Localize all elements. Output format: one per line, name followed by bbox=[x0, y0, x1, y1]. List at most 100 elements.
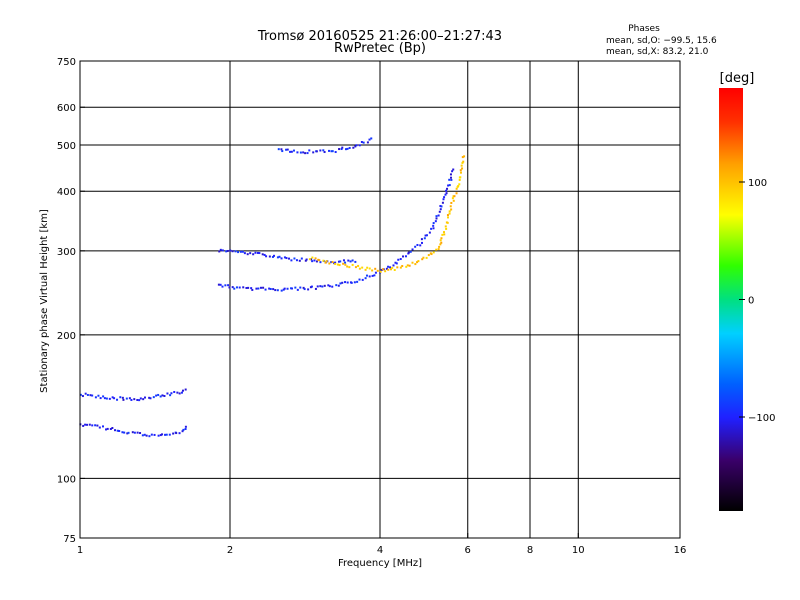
data-point bbox=[319, 149, 322, 152]
data-point bbox=[235, 286, 238, 289]
data-point bbox=[449, 205, 452, 208]
data-point bbox=[231, 250, 234, 253]
data-point bbox=[175, 432, 178, 435]
data-point bbox=[364, 277, 367, 280]
data-point bbox=[358, 278, 361, 281]
data-point bbox=[139, 397, 142, 400]
data-point bbox=[227, 284, 230, 287]
data-point bbox=[121, 431, 124, 434]
data-point bbox=[224, 284, 227, 287]
data-point bbox=[397, 258, 400, 261]
data-point bbox=[321, 285, 324, 288]
data-point bbox=[280, 257, 283, 260]
data-point bbox=[458, 183, 461, 186]
data-point bbox=[344, 261, 347, 264]
data-point bbox=[443, 196, 446, 199]
data-point bbox=[136, 431, 139, 434]
x-tick-label: 10 bbox=[572, 545, 585, 556]
data-point bbox=[393, 268, 396, 271]
data-point bbox=[396, 266, 399, 269]
data-point bbox=[118, 430, 121, 433]
data-point bbox=[105, 428, 108, 431]
data-point bbox=[357, 264, 360, 267]
data-point bbox=[184, 428, 187, 431]
data-point bbox=[79, 393, 82, 396]
data-point bbox=[176, 391, 179, 394]
data-point bbox=[371, 274, 374, 277]
data-point bbox=[282, 288, 285, 291]
data-point bbox=[349, 260, 352, 263]
data-point bbox=[130, 398, 133, 401]
data-point bbox=[350, 281, 353, 284]
data-point bbox=[94, 424, 97, 427]
data-point bbox=[247, 286, 250, 289]
data-point bbox=[424, 234, 427, 237]
data-point bbox=[99, 397, 102, 400]
data-point bbox=[417, 260, 420, 263]
data-point bbox=[341, 281, 344, 284]
data-point bbox=[225, 250, 228, 253]
data-point bbox=[273, 254, 276, 257]
data-point bbox=[300, 257, 303, 260]
data-point bbox=[458, 178, 461, 181]
data-point bbox=[311, 256, 314, 259]
data-point bbox=[239, 250, 242, 253]
data-point bbox=[86, 393, 89, 396]
data-point bbox=[308, 149, 311, 152]
data-point bbox=[430, 253, 433, 256]
data-point bbox=[458, 176, 461, 179]
data-point bbox=[325, 260, 328, 263]
data-point bbox=[427, 254, 430, 257]
data-point bbox=[113, 397, 116, 400]
data-point bbox=[406, 264, 409, 267]
y-tick-label: 100 bbox=[57, 474, 76, 485]
data-point bbox=[338, 264, 341, 267]
data-point bbox=[450, 176, 453, 179]
data-point bbox=[81, 395, 84, 398]
data-point bbox=[423, 237, 426, 240]
data-point bbox=[331, 285, 334, 288]
data-point bbox=[228, 286, 231, 289]
data-point bbox=[448, 178, 451, 181]
data-point bbox=[334, 261, 337, 264]
data-point bbox=[354, 266, 357, 269]
data-point bbox=[327, 284, 330, 287]
data-point bbox=[133, 431, 136, 434]
data-point bbox=[416, 261, 419, 264]
data-point bbox=[122, 398, 125, 401]
data-point bbox=[263, 253, 266, 256]
data-point bbox=[435, 248, 438, 251]
data-point bbox=[366, 266, 369, 269]
data-point bbox=[242, 286, 245, 289]
data-point bbox=[445, 189, 448, 192]
data-point bbox=[455, 187, 458, 190]
data-point bbox=[368, 138, 371, 141]
data-point bbox=[461, 167, 464, 170]
data-point bbox=[303, 288, 306, 291]
data-point bbox=[404, 255, 407, 258]
data-point bbox=[252, 253, 255, 256]
data-point bbox=[89, 394, 92, 397]
data-point bbox=[389, 266, 392, 269]
data-point bbox=[381, 268, 384, 271]
data-point bbox=[290, 259, 293, 262]
data-point bbox=[340, 148, 343, 151]
data-point bbox=[414, 245, 417, 248]
data-point bbox=[306, 152, 309, 155]
data-point bbox=[358, 267, 361, 270]
data-point bbox=[461, 161, 464, 164]
data-point bbox=[163, 394, 166, 397]
data-point bbox=[278, 255, 281, 258]
data-point bbox=[339, 282, 342, 285]
data-point bbox=[395, 262, 398, 265]
data-point bbox=[229, 249, 232, 252]
data-point bbox=[299, 151, 302, 154]
data-point bbox=[315, 260, 318, 263]
data-point bbox=[159, 434, 162, 437]
data-point bbox=[348, 146, 351, 149]
data-point bbox=[356, 280, 359, 283]
data-point bbox=[91, 424, 94, 427]
data-point bbox=[344, 263, 347, 266]
data-point bbox=[233, 287, 236, 290]
data-point bbox=[116, 398, 119, 401]
